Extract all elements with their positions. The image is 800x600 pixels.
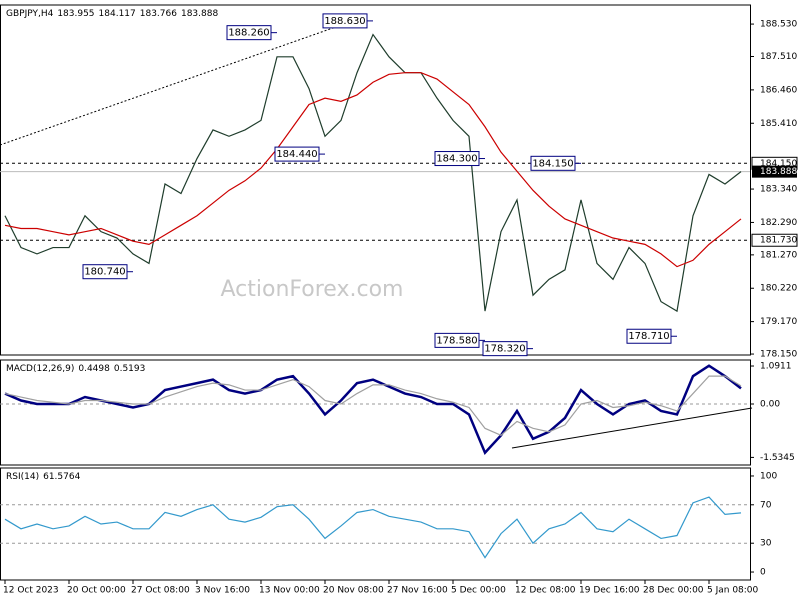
y-tick-label: 180.220 xyxy=(760,284,797,294)
watermark: ActionForex.com xyxy=(221,277,404,302)
annotation-box xyxy=(626,328,672,344)
panel-header: RSI(14) 61.5764 xyxy=(6,472,81,482)
x-tick-label: 28 Dec 00:00 xyxy=(643,586,704,596)
y-tick-label: 187.510 xyxy=(760,52,797,62)
annotation-box xyxy=(434,332,480,348)
panel-title: MACD(12,26,9) xyxy=(6,364,74,374)
x-tick-label: 20 Nov 08:00 xyxy=(323,586,384,596)
y-tick-label: 0 xyxy=(760,568,766,578)
header-value: 183.888 xyxy=(181,9,218,19)
level-label: 184.150 xyxy=(760,159,797,169)
series-line xyxy=(4,496,742,559)
header-value: 0.4498 xyxy=(78,364,110,374)
x-tick-label: 12 Oct 2023 xyxy=(3,586,59,596)
last-price-label: 183.888 xyxy=(760,167,797,177)
x-tick-label: 5 Jan 08:00 xyxy=(707,586,759,596)
x-tick-label: 27 Nov 16:00 xyxy=(387,586,448,596)
level-box xyxy=(751,233,798,247)
annotation-label: 188.630 xyxy=(324,16,365,27)
header-value: 0.5193 xyxy=(114,364,146,374)
y-tick-label: 0.00 xyxy=(760,399,780,409)
y-tick-label: 70 xyxy=(760,500,772,510)
annotation-label: 178.580 xyxy=(436,335,477,346)
annotation-label: 184.300 xyxy=(436,154,477,165)
annotation-label: 188.260 xyxy=(228,28,269,39)
annotation-label: 180.740 xyxy=(84,267,125,278)
annotation-label: 184.440 xyxy=(276,149,317,160)
y-tick-label: 185.410 xyxy=(760,119,797,129)
annotation-label: 178.710 xyxy=(628,331,669,342)
y-tick-label: 1.0911 xyxy=(760,362,792,372)
header-value: 183.766 xyxy=(140,9,177,19)
panel-header: GBPJPY,H4 183.955 184.117 183.766 183.888 xyxy=(6,9,218,19)
annotation-box xyxy=(274,146,320,162)
annotation-label: 184.150 xyxy=(532,158,573,169)
header-value: 183.955 xyxy=(57,9,94,19)
level-label: 181.730 xyxy=(760,236,797,246)
y-tick-label: 182.290 xyxy=(760,218,797,228)
x-tick-label: 5 Dec 00:00 xyxy=(451,586,506,596)
trend-line xyxy=(511,407,753,449)
last-price-box xyxy=(752,165,797,178)
annotation-box xyxy=(530,155,576,171)
y-tick-label: 179.170 xyxy=(760,317,797,327)
y-tick-label: 188.530 xyxy=(760,20,797,30)
panel-title: RSI(14) xyxy=(6,472,39,482)
panel-title: GBPJPY,H4 xyxy=(6,9,54,19)
y-tick-label: 30 xyxy=(760,539,772,549)
y-tick-label: 178.150 xyxy=(760,350,797,360)
annotation-box xyxy=(82,264,128,280)
series-line xyxy=(4,375,742,437)
y-tick-label: 183.340 xyxy=(760,185,797,195)
annotation-box xyxy=(482,341,528,357)
x-tick-label: 19 Dec 16:00 xyxy=(579,586,640,596)
series-line xyxy=(4,364,742,455)
x-tick-label: 3 Nov 16:00 xyxy=(195,586,250,596)
series-line xyxy=(4,72,742,268)
y-tick-label: -1.5345 xyxy=(760,453,795,463)
annotation-box xyxy=(434,151,480,167)
x-tick-label: 20 Oct 00:00 xyxy=(67,586,126,596)
y-tick-label: 186.460 xyxy=(760,85,797,95)
y-tick-label: 100 xyxy=(760,471,777,481)
annotation-label: 178.320 xyxy=(484,344,525,355)
x-tick-label: 27 Oct 08:00 xyxy=(131,586,190,596)
panel-header: MACD(12,26,9) 0.4498 0.5193 xyxy=(6,364,145,374)
x-tick-label: 13 Nov 00:00 xyxy=(259,586,320,596)
trend-line xyxy=(0,21,351,146)
panel-frame xyxy=(0,4,751,356)
annotation-box xyxy=(226,25,272,41)
panel-frame xyxy=(0,359,751,466)
panel-frame xyxy=(0,467,751,581)
annotation-box xyxy=(322,13,368,29)
header-value: 184.117 xyxy=(99,9,136,19)
y-tick-label: 181.270 xyxy=(760,250,797,260)
header-value: 61.5764 xyxy=(43,472,80,482)
x-tick-label: 12 Dec 08:00 xyxy=(515,586,576,596)
series-line xyxy=(4,33,742,313)
